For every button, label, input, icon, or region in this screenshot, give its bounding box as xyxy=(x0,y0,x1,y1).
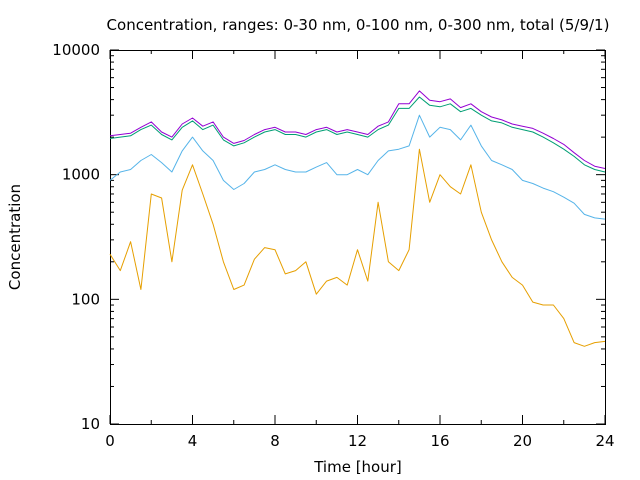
chart-title: Concentration, ranges: 0-30 nm, 0-100 nm… xyxy=(107,16,610,34)
x-tick-label: 8 xyxy=(270,432,280,450)
x-axis-label: Time [hour] xyxy=(313,458,402,476)
plot-frame xyxy=(110,50,606,425)
x-tick-label: 12 xyxy=(348,432,367,450)
y-tick-label: 10000 xyxy=(52,41,100,59)
x-tick-label: 0 xyxy=(105,432,115,450)
x-axis: 0 4 8 12 16 20 24 xyxy=(105,50,615,450)
x-tick-label: 24 xyxy=(595,432,614,450)
x-tick-label: 16 xyxy=(430,432,449,450)
y-tick-label: 1000 xyxy=(62,166,100,184)
series-line-1 xyxy=(109,148,606,347)
x-tick-label: 20 xyxy=(513,432,532,450)
series-line-4 xyxy=(109,90,606,169)
series-line-3 xyxy=(109,96,606,173)
series-line-2 xyxy=(109,114,606,220)
y-axis: 10 100 1000 10000 xyxy=(52,41,605,433)
y-tick-label: 10 xyxy=(81,415,100,433)
y-axis-label: Concentration xyxy=(6,184,24,290)
series-group xyxy=(109,90,606,347)
y-tick-label: 100 xyxy=(71,290,100,308)
x-tick-label: 4 xyxy=(188,432,198,450)
